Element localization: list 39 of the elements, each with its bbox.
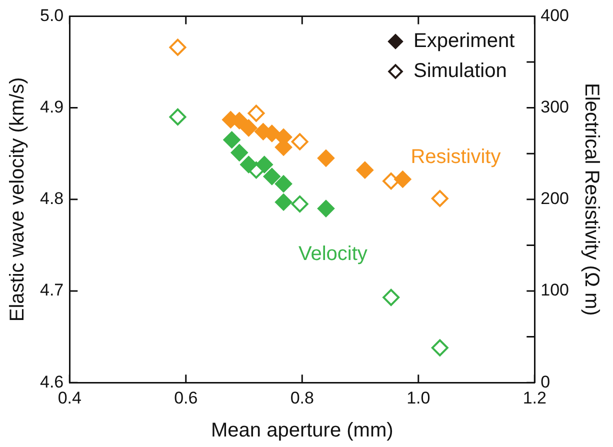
point [317,200,334,218]
point [263,168,280,185]
point [256,156,273,174]
x-axis-title: Mean aperture (mm) [210,420,394,442]
point [275,175,292,192]
point [356,162,374,179]
point [230,144,248,162]
y-tick-label: 5.0 [40,6,64,25]
point [291,133,308,150]
x-tick-label: 1.0 [406,388,430,408]
point [275,194,292,211]
y2-axis-title: Electrical Resistivity (Ω m) [580,83,602,316]
series-label: Velocity [298,243,368,266]
point [382,172,400,190]
y-tick-label: 4.7 [40,280,64,300]
annotation: Experiment [413,30,515,53]
x-tick-label: 0.8 [290,388,314,408]
x-tick-label: 0.6 [174,388,198,408]
point [317,150,334,167]
point [240,156,258,174]
point [169,108,186,126]
point [223,131,240,148]
y-tick-label: 4.9 [40,97,64,116]
series-label: Resistivity [410,146,501,168]
y2-tick-label: 300 [540,97,570,116]
annotation: Simulation [413,60,507,83]
point [291,195,308,212]
point [394,170,412,188]
point [431,190,448,207]
point [240,119,258,136]
y-tick-label: 4.8 [40,189,64,208]
point [248,104,265,122]
y2-tick-label: 200 [540,189,570,208]
y2-tick-label: 100 [540,280,570,300]
y-axis-title: Elastic wave velocity (km/s) [6,77,29,322]
point [431,339,448,356]
point [169,38,186,56]
point [382,288,400,306]
y2-tick-label: 400 [540,6,570,25]
